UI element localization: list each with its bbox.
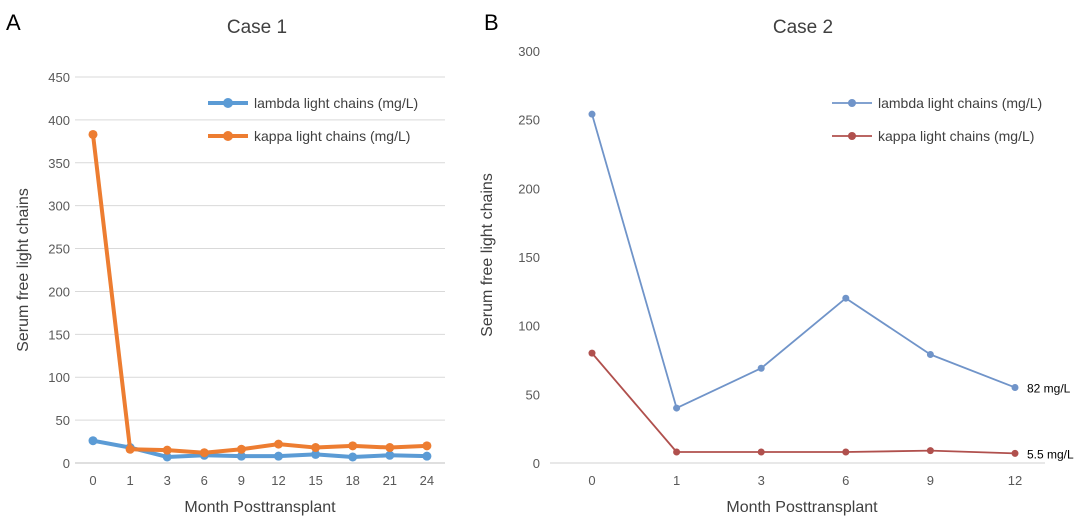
legend-swatch-marker xyxy=(848,132,856,140)
data-point-series-1 xyxy=(236,451,246,461)
data-point-series-1 xyxy=(348,452,358,462)
chart-case-2: Case 2 0 50 100 150 200 250 300 0 1 3 6 9 12 Month Pos… xyxy=(479,17,1074,516)
chart-panel-b: B Case 2 0 50 100 150 200 250 300 0 1 3 6 9 12 Month P… xyxy=(470,0,1077,517)
data-point-series-2 xyxy=(125,444,135,454)
x-tick-label: 1 xyxy=(673,473,680,488)
x-tick-label: 12 xyxy=(1008,473,1022,488)
data-point-series-2 xyxy=(348,441,358,451)
data-point-series-2 xyxy=(236,444,246,454)
y-tick-label: 250 xyxy=(48,242,70,257)
x-tick-label: 9 xyxy=(238,473,245,488)
x-axis-title: Month Posttransplant xyxy=(184,499,336,516)
series-line-1 xyxy=(92,438,427,459)
y-tick-label: 200 xyxy=(518,181,540,196)
x-axis-title: Month Posttransplant xyxy=(726,499,878,516)
data-point-series-2 xyxy=(311,443,321,453)
data-point-series-2 xyxy=(422,441,432,451)
legend-swatch-marker xyxy=(223,98,233,108)
data-point-series-1 xyxy=(88,436,98,446)
data-point-series-1 xyxy=(422,451,432,461)
series-line-2 xyxy=(591,352,1016,455)
y-tick-label: 300 xyxy=(518,44,540,59)
series-line-1 xyxy=(591,113,1016,409)
x-tick-label: 3 xyxy=(758,473,765,488)
data-point-series-2 xyxy=(1011,449,1019,457)
legend-swatch-marker xyxy=(223,131,233,141)
chart-title: Case 1 xyxy=(227,17,287,38)
data-annotation: 82 mg/L xyxy=(1027,381,1071,395)
chart-panel-a: A Case 1 0 50 100 150 200 250 300 350 400 450 0 1 3 6 9… xyxy=(0,0,470,517)
x-tick-label: 12 xyxy=(271,473,285,488)
x-tick-label: 0 xyxy=(89,473,96,488)
y-tick-label: 400 xyxy=(48,113,70,128)
x-tick-label: 24 xyxy=(420,473,434,488)
data-point-series-1 xyxy=(926,351,934,359)
x-tick-label: 3 xyxy=(164,473,171,488)
x-tick-label: 18 xyxy=(345,473,359,488)
data-point-series-2 xyxy=(842,448,850,456)
x-tick-label: 15 xyxy=(308,473,322,488)
y-tick-label: 50 xyxy=(56,413,70,428)
data-point-series-2 xyxy=(926,447,934,455)
series-line-2 xyxy=(91,134,427,455)
data-point-series-1 xyxy=(385,450,395,460)
legend-label: lambda light chains (mg/L) xyxy=(878,95,1042,111)
data-point-series-1 xyxy=(1011,383,1019,391)
x-tick-label: 1 xyxy=(126,473,133,488)
y-tick-label: 0 xyxy=(533,456,540,471)
chart-case-1: Case 1 0 50 100 150 200 250 300 350 400 450 0 1 3 6 9 12… xyxy=(15,17,445,516)
y-tick-label: 0 xyxy=(63,456,70,471)
y-axis-title: Serum free light chains xyxy=(479,173,496,337)
x-tick-label: 21 xyxy=(383,473,397,488)
panel-letter-a: A xyxy=(6,10,21,35)
legend-label: kappa light chains (mg/L) xyxy=(254,128,410,144)
y-tick-label: 300 xyxy=(48,199,70,214)
data-point-series-2 xyxy=(757,448,765,456)
data-point-series-2 xyxy=(673,448,681,456)
data-point-series-1 xyxy=(311,449,321,459)
y-tick-label: 150 xyxy=(518,250,540,265)
y-tick-label: 100 xyxy=(48,370,70,385)
data-point-series-2 xyxy=(88,129,98,139)
data-point-series-2 xyxy=(588,349,596,357)
data-annotation: 5.5 mg/L xyxy=(1027,447,1074,461)
y-tick-label: 100 xyxy=(518,319,540,334)
y-tick-label: 450 xyxy=(48,70,70,85)
y-axis-title: Serum free light chains xyxy=(15,188,32,352)
legend-swatch-marker xyxy=(848,99,856,107)
data-point-series-2 xyxy=(162,445,172,455)
y-tick-label: 250 xyxy=(518,113,540,128)
data-point-series-1 xyxy=(757,364,765,372)
x-tick-label: 9 xyxy=(927,473,934,488)
data-point-series-2 xyxy=(385,443,395,453)
data-point-series-1 xyxy=(588,110,596,118)
x-tick-label: 6 xyxy=(201,473,208,488)
legend-label: lambda light chains (mg/L) xyxy=(254,95,418,111)
y-tick-label: 200 xyxy=(48,284,70,299)
data-point-series-1 xyxy=(274,451,283,461)
y-tick-label: 350 xyxy=(48,156,70,171)
x-tick-label: 6 xyxy=(842,473,849,488)
data-point-series-2 xyxy=(274,439,283,449)
data-point-series-2 xyxy=(199,448,209,458)
data-point-series-1 xyxy=(162,452,172,462)
y-tick-label: 50 xyxy=(526,387,540,402)
y-tick-label: 150 xyxy=(48,327,70,342)
x-tick-label: 0 xyxy=(588,473,595,488)
data-point-series-1 xyxy=(673,404,681,412)
data-point-series-1 xyxy=(842,294,850,302)
legend-label: kappa light chains (mg/L) xyxy=(878,128,1034,144)
panel-letter-b: B xyxy=(484,10,499,35)
chart-title: Case 2 xyxy=(773,17,833,38)
